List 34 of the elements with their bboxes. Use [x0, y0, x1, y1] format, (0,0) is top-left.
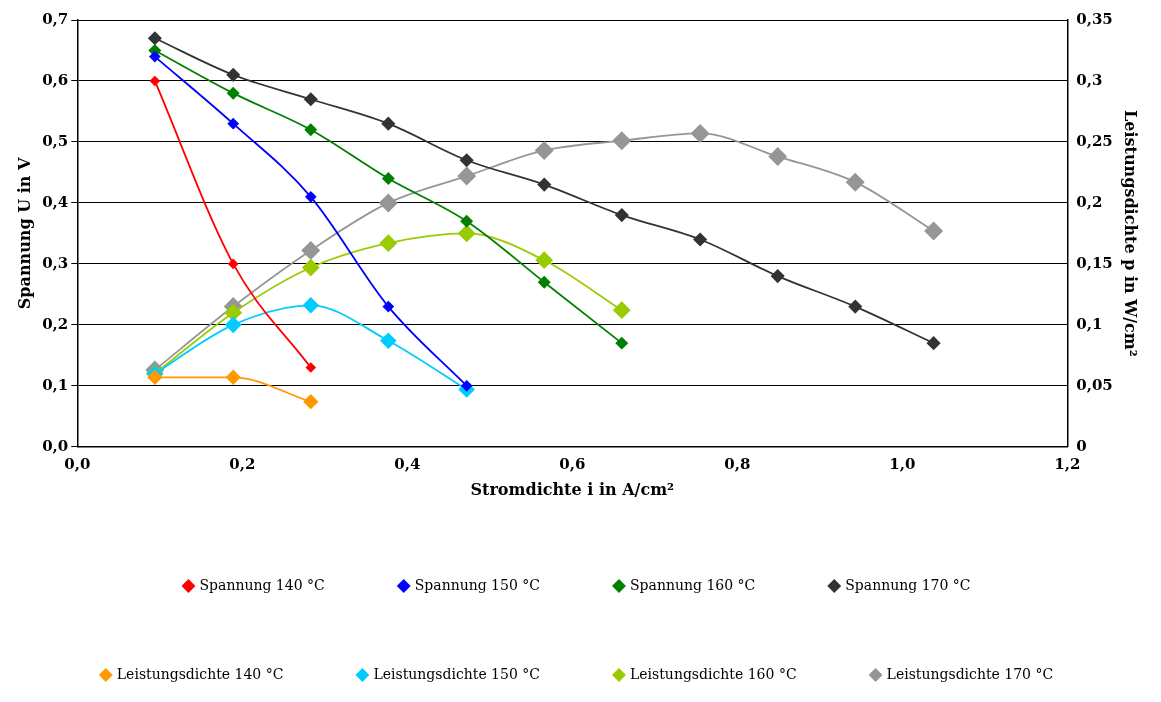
legend-label: Leistungsdichte 140 °C	[116, 665, 284, 682]
legend-label: Leistungsdichte 150 °C	[373, 665, 540, 682]
legend-label: Spannung 140 °C	[199, 576, 325, 593]
x-tick-label: 0,4	[394, 454, 421, 473]
y-tick-label: 0,5	[42, 131, 69, 150]
y-tick-label: 0,4	[42, 192, 69, 211]
y2-tick-label: 0,25	[1076, 131, 1113, 150]
y2-axis-title: Leistungsdichte p in W/cm²	[1121, 110, 1141, 357]
x-tick-label: 1,2	[1054, 454, 1081, 473]
y2-tick-label: 0,3	[1076, 70, 1103, 89]
y2-tick-label: 0,1	[1076, 314, 1103, 333]
x-tick-label: 1,0	[889, 454, 916, 473]
x-tick-label: 0,6	[559, 454, 586, 473]
y-tick-label: 0,7	[42, 9, 69, 28]
y2-tick-label: 0,2	[1076, 192, 1103, 211]
legend-label: Spannung 170 °C	[845, 576, 971, 593]
y2-tick-label: 0,35	[1076, 9, 1113, 28]
legend-label: Leistungsdichte 170 °C	[886, 665, 1054, 682]
y2-tick-label: 0	[1076, 436, 1087, 455]
legend-label: Spannung 150 °C	[414, 576, 540, 593]
y-axis-title: Spannung U in V	[14, 157, 34, 310]
legend-label: Leistungsdichte 160 °C	[630, 665, 797, 682]
y-tick-label: 0,2	[42, 314, 69, 333]
x-axis-title: Stromdichte i in A/cm²	[470, 479, 675, 499]
y-tick-label: 0,6	[42, 70, 69, 89]
y2-tick-label: 0,15	[1076, 253, 1113, 272]
x-tick-label: 0,0	[64, 454, 91, 473]
legend-label: Spannung 160 °C	[630, 576, 756, 593]
y2-tick-label: 0,05	[1076, 375, 1113, 394]
y-tick-label: 0,1	[42, 375, 69, 394]
y-tick-label: 0,0	[42, 436, 69, 455]
y-tick-label: 0,3	[42, 253, 69, 272]
x-tick-label: 0,8	[724, 454, 751, 473]
x-tick-label: 0,2	[229, 454, 256, 473]
